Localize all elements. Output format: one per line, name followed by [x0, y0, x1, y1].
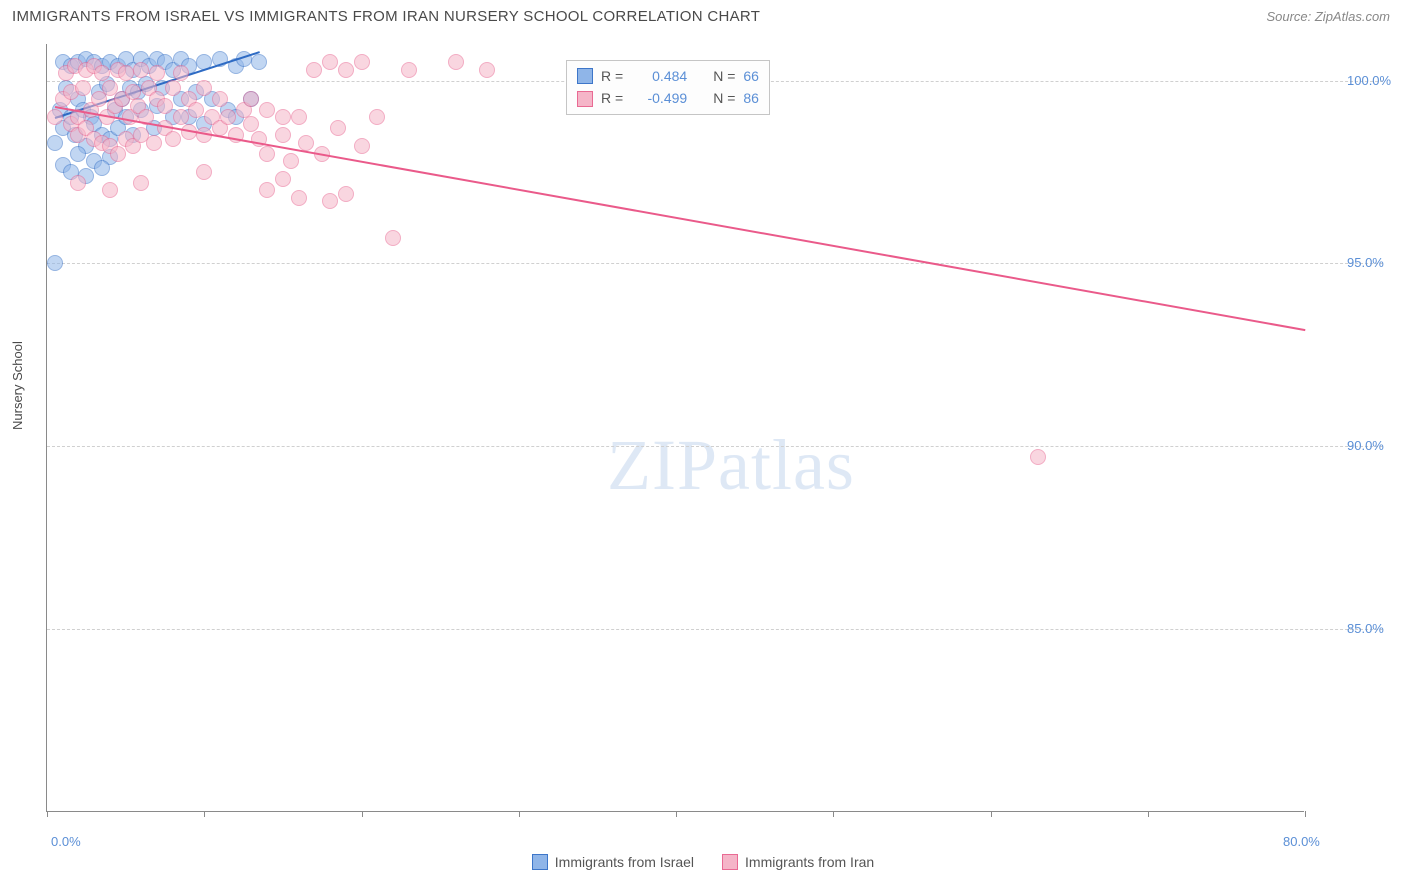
x-tick — [676, 811, 677, 817]
data-point — [173, 109, 189, 125]
source-attribution: Source: ZipAtlas.com — [1266, 9, 1390, 24]
data-point — [291, 109, 307, 125]
data-point — [47, 109, 63, 125]
data-point — [259, 182, 275, 198]
gridline — [47, 629, 1383, 630]
data-point — [401, 62, 417, 78]
data-point — [322, 193, 338, 209]
data-point — [149, 65, 165, 81]
trend-line — [55, 106, 1305, 331]
correlation-legend: R = 0.484 N = 66 R = -0.499 N = 86 — [566, 60, 770, 115]
scatter-chart: ZIPatlas 85.0%90.0%95.0%100.0%0.0%80.0%R… — [46, 44, 1304, 812]
data-point — [102, 182, 118, 198]
data-point — [354, 138, 370, 154]
data-point — [385, 230, 401, 246]
data-point — [259, 102, 275, 118]
data-point — [448, 54, 464, 70]
legend-swatch-israel — [532, 854, 548, 870]
data-point — [275, 109, 291, 125]
gridline — [47, 446, 1383, 447]
data-point — [298, 135, 314, 151]
data-point — [306, 62, 322, 78]
data-point — [322, 54, 338, 70]
data-point — [243, 91, 259, 107]
data-point — [338, 186, 354, 202]
n-label: N = — [713, 65, 735, 87]
watermark-zip: ZIP — [607, 425, 718, 505]
data-point — [275, 171, 291, 187]
data-point — [291, 190, 307, 206]
data-point — [243, 116, 259, 132]
n-value: 66 — [743, 65, 759, 87]
y-axis-label: Nursery School — [10, 341, 25, 430]
data-point — [47, 255, 63, 271]
data-point — [188, 102, 204, 118]
data-point — [146, 135, 162, 151]
data-point — [70, 175, 86, 191]
x-tick — [991, 811, 992, 817]
data-point — [283, 153, 299, 169]
n-value: 86 — [743, 87, 759, 109]
correlation-row: R = 0.484 N = 66 — [577, 65, 759, 87]
data-point — [165, 80, 181, 96]
data-point — [133, 62, 149, 78]
data-point — [275, 127, 291, 143]
data-point — [118, 65, 134, 81]
legend-item-iran: Immigrants from Iran — [722, 854, 874, 870]
data-point — [75, 80, 91, 96]
r-label: R = — [601, 65, 623, 87]
data-point — [354, 54, 370, 70]
data-point — [157, 98, 173, 114]
data-point — [165, 131, 181, 147]
y-tick-label: 90.0% — [1347, 438, 1384, 453]
data-point — [110, 146, 126, 162]
data-point — [133, 175, 149, 191]
data-point — [338, 62, 354, 78]
x-tick — [519, 811, 520, 817]
x-tick — [362, 811, 363, 817]
watermark-atlas: atlas — [718, 425, 855, 505]
legend-item-israel: Immigrants from Israel — [532, 854, 694, 870]
data-point — [479, 62, 495, 78]
x-tick — [1305, 811, 1306, 817]
legend-swatch-iran — [722, 854, 738, 870]
y-tick-label: 95.0% — [1347, 255, 1384, 270]
data-point — [94, 160, 110, 176]
n-label: N = — [713, 87, 735, 109]
x-tick — [47, 811, 48, 817]
r-value: -0.499 — [631, 87, 687, 109]
data-point — [251, 54, 267, 70]
legend-label-iran: Immigrants from Iran — [745, 854, 874, 870]
x-tick — [204, 811, 205, 817]
x-tick — [833, 811, 834, 817]
x-tick — [1148, 811, 1149, 817]
data-point — [173, 65, 189, 81]
x-tick-label: 80.0% — [1283, 834, 1320, 849]
correlation-swatch — [577, 91, 593, 107]
data-point — [70, 146, 86, 162]
data-point — [220, 109, 236, 125]
correlation-row: R = -0.499 N = 86 — [577, 87, 759, 109]
y-tick-label: 100.0% — [1347, 73, 1391, 88]
legend-label-israel: Immigrants from Israel — [555, 854, 694, 870]
correlation-swatch — [577, 68, 593, 84]
data-point — [1030, 449, 1046, 465]
data-point — [369, 109, 385, 125]
data-point — [196, 164, 212, 180]
data-point — [196, 80, 212, 96]
data-point — [330, 120, 346, 136]
data-point — [94, 65, 110, 81]
bottom-legend: Immigrants from Israel Immigrants from I… — [0, 854, 1406, 870]
data-point — [47, 135, 63, 151]
page-title: IMMIGRANTS FROM ISRAEL VS IMMIGRANTS FRO… — [12, 8, 760, 25]
gridline — [47, 263, 1383, 264]
r-label: R = — [601, 87, 623, 109]
r-value: 0.484 — [631, 65, 687, 87]
data-point — [125, 84, 141, 100]
data-point — [259, 146, 275, 162]
data-point — [212, 91, 228, 107]
y-tick-label: 85.0% — [1347, 621, 1384, 636]
watermark: ZIPatlas — [607, 424, 855, 507]
x-tick-label: 0.0% — [51, 834, 81, 849]
